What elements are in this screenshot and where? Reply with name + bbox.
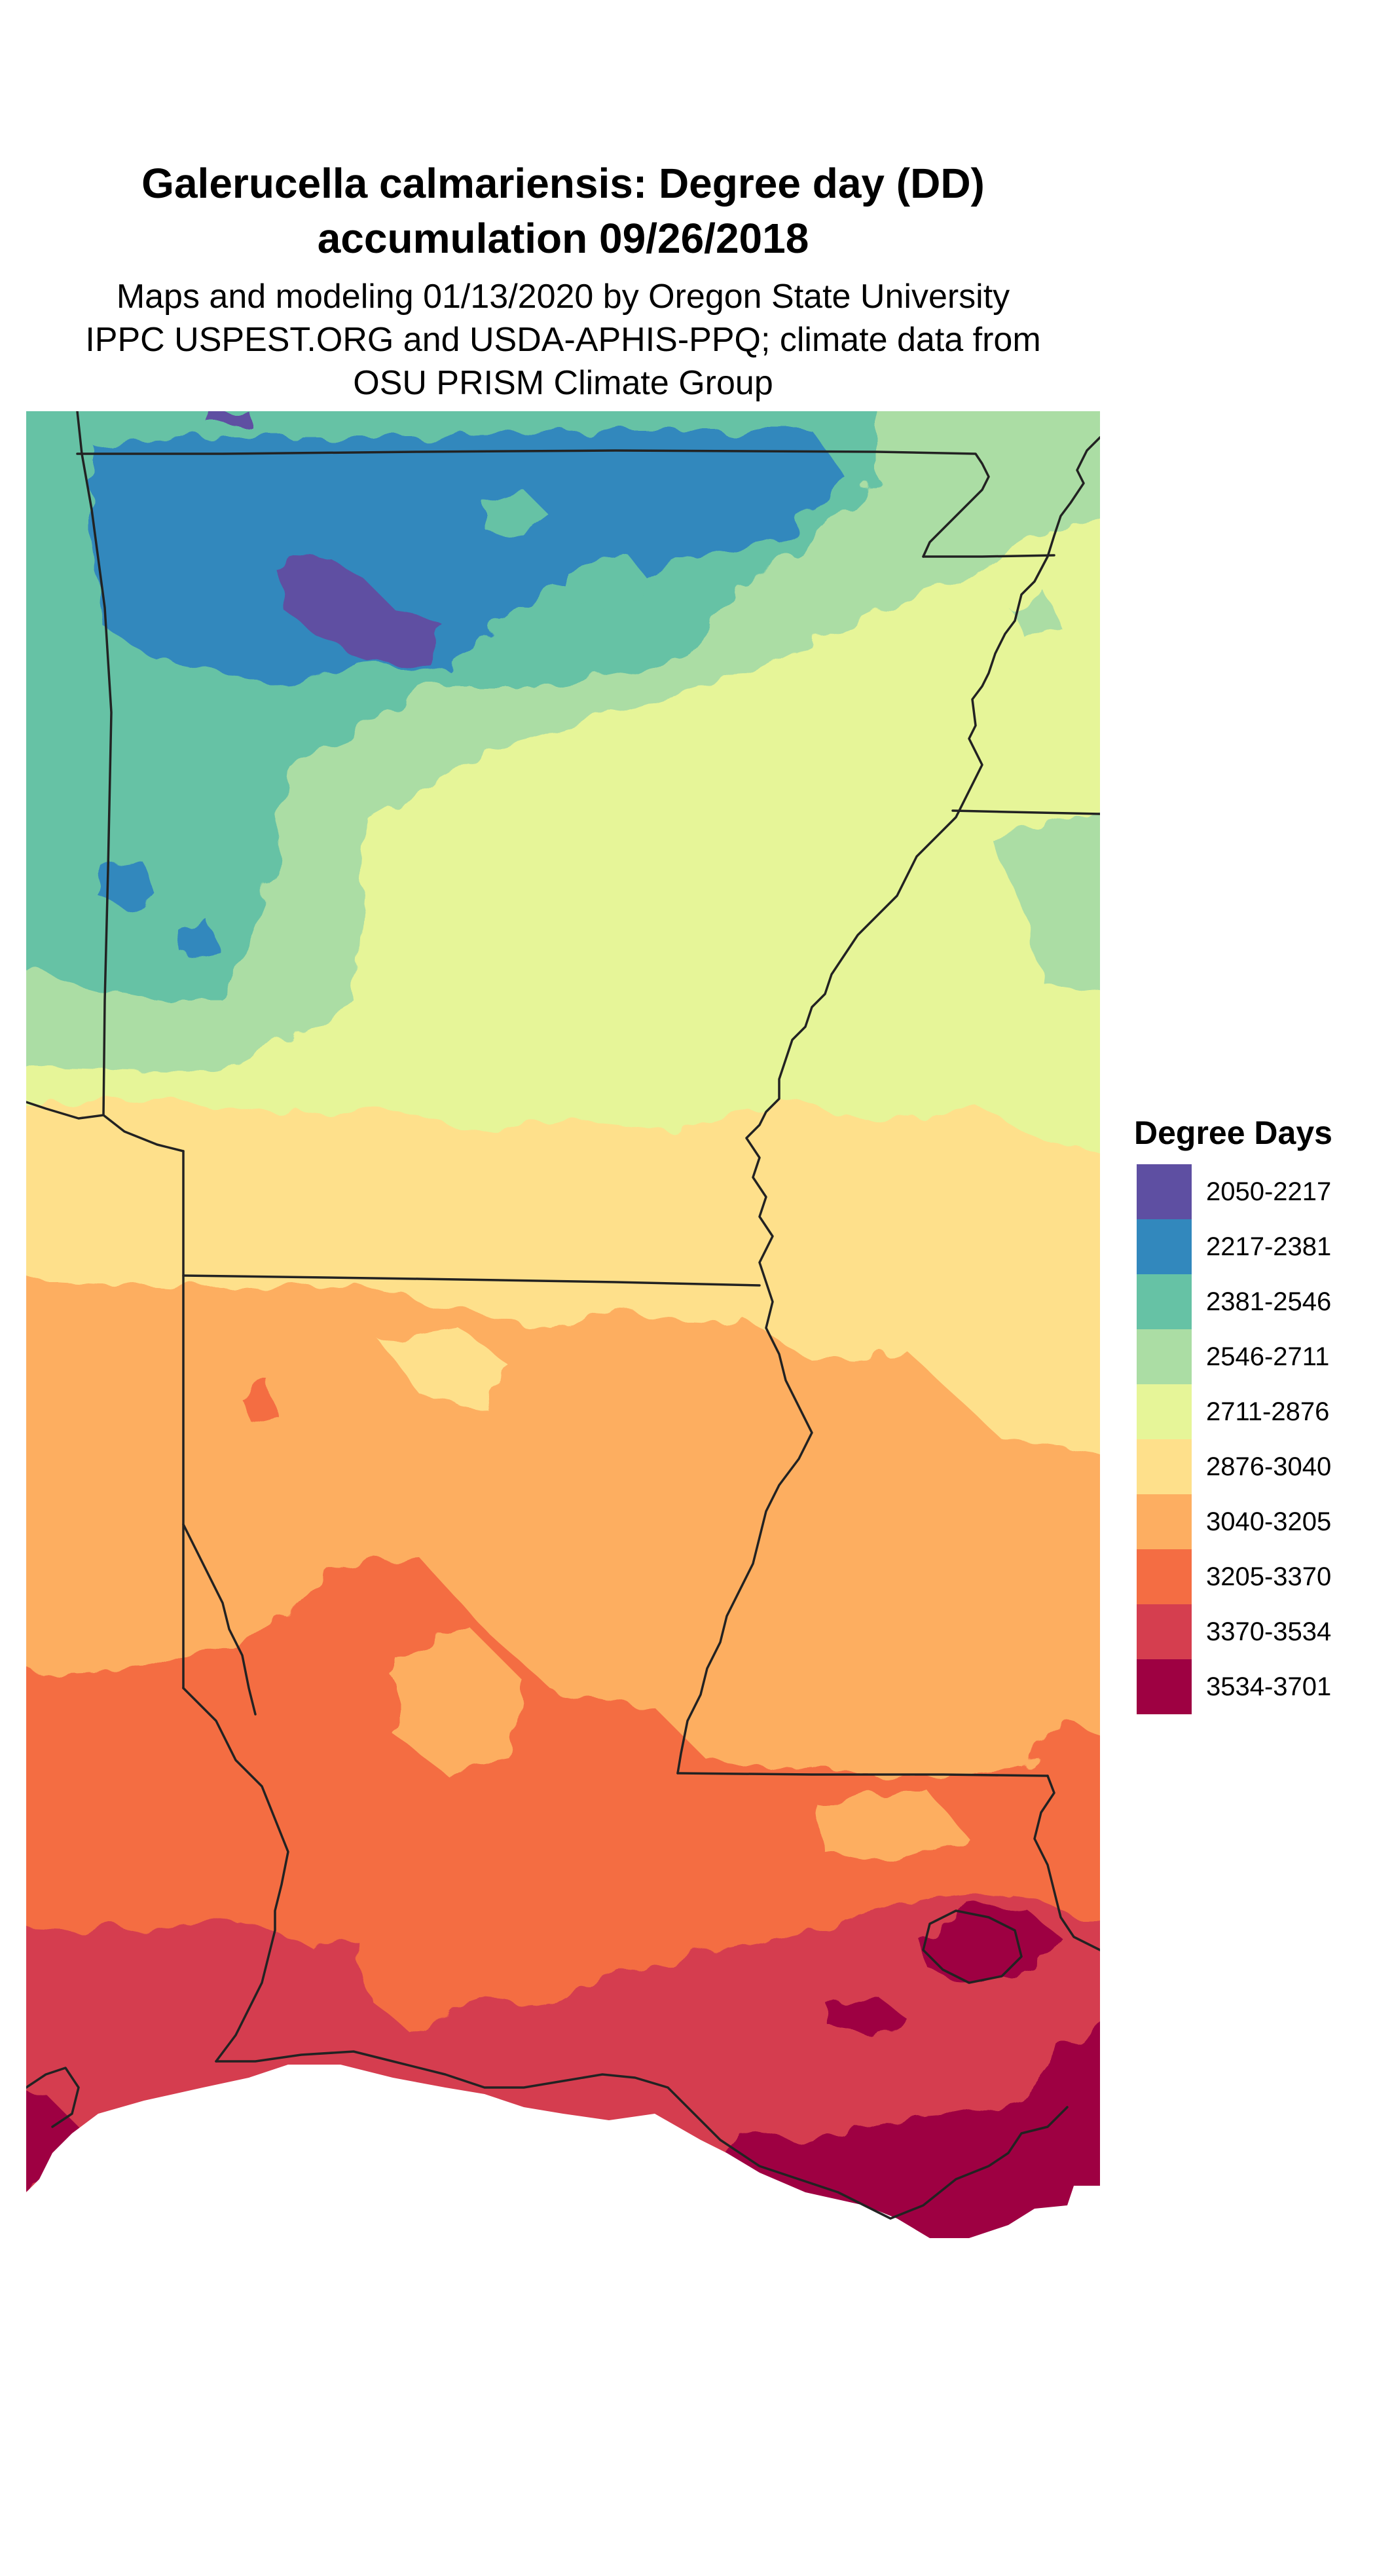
legend-label: 3205-3370 — [1206, 1562, 1332, 1591]
border-oklahoma-south-red-river — [26, 1101, 185, 1152]
legend-label: 3040-3205 — [1206, 1507, 1332, 1536]
legend-item: 3040-3205 — [1134, 1494, 1370, 1549]
legend-title: Degree Days — [1134, 1114, 1332, 1151]
zone-2876-3040-patch — [380, 1328, 511, 1407]
coast-texas — [26, 2067, 80, 2128]
degree-day-map — [26, 411, 1100, 2238]
zone-2050-2217-north — [210, 411, 249, 424]
legend-swatch — [1137, 1164, 1192, 1219]
lake-pontchartrain — [922, 1909, 1023, 1984]
legend-item: 3534-3701 — [1134, 1659, 1370, 1714]
zone-3534-3701-lake — [917, 1904, 1061, 1983]
legend-swatch — [1137, 1439, 1192, 1494]
legend-item: 2876-3040 — [1134, 1439, 1370, 1494]
border-texas-louisiana-sabine — [182, 1687, 289, 2063]
legend-item: 2546-2711 — [1134, 1329, 1370, 1384]
border-mississippi-river — [676, 436, 1100, 1775]
map-subtitle-line-3: OSU PRISM Climate Group — [353, 364, 773, 402]
legend: Degree Days 2050-2217 2217-2381 2381-2546 2… — [1134, 1113, 1370, 1714]
legend-swatch — [1137, 1549, 1192, 1604]
zone-3040-3205-dot — [26, 1387, 59, 1420]
coast-louisiana — [215, 2050, 1069, 2220]
zone-3040-3205-patch-2 — [812, 1793, 969, 1865]
legend-label: 2876-3040 — [1206, 1452, 1332, 1481]
legend-item: 2050-2217 — [1134, 1164, 1370, 1219]
zone-3205-3370-dot — [236, 1380, 275, 1420]
border-texas-east — [182, 1523, 257, 1716]
legend-swatch — [1137, 1604, 1192, 1659]
border-tennessee-kentucky — [951, 809, 1100, 815]
legend-swatch — [1137, 1274, 1192, 1329]
legend-item: 2217-2381 — [1134, 1219, 1370, 1274]
legend-swatch — [1137, 1659, 1192, 1714]
legend-item: 2381-2546 — [1134, 1274, 1370, 1329]
legend-items: 2050-2217 2217-2381 2381-2546 2546-2711 2711… — [1134, 1164, 1370, 1714]
legend-item: 2711-2876 — [1134, 1384, 1370, 1439]
zone-2381-2546-patch — [485, 490, 550, 536]
legend-item: 3205-3370 — [1134, 1549, 1370, 1604]
zone-2381-2546-patch-2 — [563, 555, 655, 608]
border-louisiana-north — [676, 1772, 1049, 1777]
map-subtitle-line-2: IPPC USPEST.ORG and USDA-APHIS-PPQ; clim… — [85, 321, 1041, 359]
border-louisiana-mississippi-pearl-river — [1033, 1775, 1100, 1951]
legend-label: 3370-3534 — [1206, 1617, 1332, 1646]
border-oklahoma-kansas-west — [76, 411, 113, 1116]
legend-swatch — [1137, 1494, 1192, 1549]
legend-swatch — [1137, 1219, 1192, 1274]
zone-3040-3205-patch — [393, 1629, 524, 1773]
map-title-line-1: Galerucella calmariensis: Degree day (DD… — [141, 160, 985, 207]
zone-2546-2711-east — [989, 804, 1100, 1001]
degree-day-raster — [26, 411, 1100, 2238]
zone-2217-2381-patch-2 — [177, 922, 216, 955]
border-missouri-bootheel — [922, 554, 1055, 558]
border-missouri-north — [76, 449, 990, 558]
legend-label: 2217-2381 — [1206, 1232, 1332, 1261]
legend-label: 2711-2876 — [1206, 1397, 1330, 1426]
zone-3534-3701-south — [681, 2022, 1100, 2238]
legend-label: 2546-2711 — [1206, 1342, 1330, 1371]
map-subtitle: Maps and modeling 01/13/2020 by Oregon S… — [0, 275, 1126, 405]
zone-2546-2711-patch — [1008, 595, 1061, 640]
legend-label: 2381-2546 — [1206, 1287, 1332, 1316]
zone-2217-2381 — [92, 431, 845, 686]
zone-2711-2876 — [26, 509, 1100, 1262]
zone-3534-3701-patch — [825, 1996, 904, 2035]
legend-label: 3534-3701 — [1206, 1672, 1332, 1701]
border-arkansas-south — [182, 1274, 761, 1287]
map-title-line-2: accumulation 09/26/2018 — [317, 215, 809, 262]
map-subtitle-line-1: Maps and modeling 01/13/2020 by Oregon S… — [116, 278, 1010, 316]
zone-2217-2381-patch — [98, 863, 157, 909]
legend-label: 2050-2217 — [1206, 1177, 1332, 1206]
legend-swatch — [1137, 1384, 1192, 1439]
legend-swatch — [1137, 1329, 1192, 1384]
zone-2050-2217 — [275, 555, 445, 667]
legend-item: 3370-3534 — [1134, 1604, 1370, 1659]
map-title: Galerucella calmariensis: Degree day (DD… — [0, 156, 1126, 266]
state-boundaries — [26, 411, 1100, 2220]
